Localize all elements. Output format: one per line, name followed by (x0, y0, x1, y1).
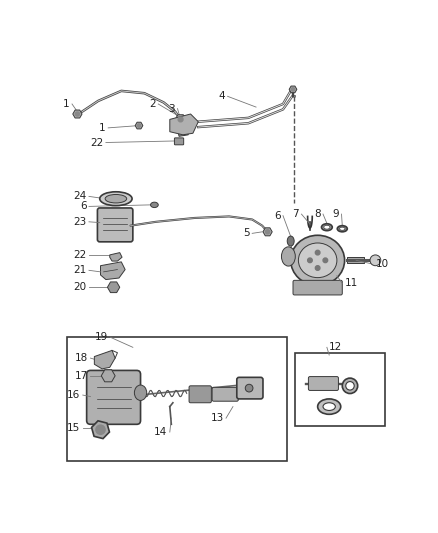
Circle shape (307, 258, 312, 263)
Text: 16: 16 (67, 390, 81, 400)
Circle shape (315, 265, 320, 270)
Text: 18: 18 (75, 353, 88, 363)
Ellipse shape (282, 247, 295, 266)
Text: 1: 1 (63, 99, 70, 109)
FancyBboxPatch shape (174, 138, 184, 145)
Ellipse shape (298, 243, 337, 278)
Ellipse shape (323, 403, 336, 410)
Text: 10: 10 (375, 259, 389, 269)
Ellipse shape (342, 378, 358, 393)
FancyBboxPatch shape (189, 386, 212, 403)
Bar (294, 353, 385, 426)
Text: 2: 2 (149, 99, 156, 109)
Text: 6: 6 (274, 211, 281, 221)
Polygon shape (177, 128, 188, 136)
Ellipse shape (318, 399, 341, 414)
Text: 12: 12 (329, 342, 343, 352)
Text: 21: 21 (74, 265, 87, 276)
Ellipse shape (105, 195, 127, 203)
FancyBboxPatch shape (293, 280, 342, 295)
Circle shape (291, 87, 295, 91)
Text: 14: 14 (154, 427, 167, 437)
Text: 11: 11 (345, 278, 358, 288)
Polygon shape (170, 114, 198, 135)
FancyBboxPatch shape (87, 370, 141, 424)
Ellipse shape (337, 225, 347, 232)
Text: 24: 24 (74, 191, 87, 201)
Text: 3: 3 (169, 103, 175, 114)
Ellipse shape (100, 192, 132, 206)
Ellipse shape (151, 202, 158, 207)
Polygon shape (107, 282, 120, 293)
Ellipse shape (324, 225, 330, 229)
Text: 22: 22 (74, 250, 87, 260)
Text: 5: 5 (243, 228, 250, 238)
Circle shape (96, 425, 105, 434)
Text: 9: 9 (332, 209, 339, 219)
Ellipse shape (339, 227, 345, 230)
Polygon shape (92, 421, 110, 439)
FancyBboxPatch shape (212, 387, 238, 401)
Polygon shape (73, 110, 82, 118)
Ellipse shape (321, 224, 332, 231)
Circle shape (75, 112, 79, 116)
Bar (67, 337, 287, 461)
Text: 20: 20 (74, 282, 87, 292)
Ellipse shape (287, 236, 294, 246)
FancyBboxPatch shape (97, 208, 133, 242)
Ellipse shape (291, 235, 345, 285)
Polygon shape (94, 350, 115, 369)
Polygon shape (263, 228, 272, 236)
Ellipse shape (134, 385, 147, 400)
FancyBboxPatch shape (237, 377, 263, 399)
Polygon shape (135, 122, 143, 129)
Polygon shape (100, 262, 125, 280)
Ellipse shape (245, 384, 253, 392)
Polygon shape (289, 86, 297, 93)
Text: 17: 17 (75, 371, 88, 381)
Polygon shape (175, 115, 186, 124)
Text: 15: 15 (67, 423, 81, 433)
FancyBboxPatch shape (308, 377, 339, 391)
Ellipse shape (370, 255, 381, 265)
Circle shape (137, 124, 141, 127)
Polygon shape (101, 370, 115, 382)
Text: 8: 8 (314, 209, 321, 219)
Text: 7: 7 (293, 209, 299, 219)
Text: 4: 4 (219, 91, 225, 101)
Polygon shape (110, 253, 122, 261)
Text: 6: 6 (80, 201, 87, 212)
Text: 23: 23 (74, 217, 87, 227)
Circle shape (315, 251, 320, 255)
Text: 13: 13 (210, 413, 224, 423)
Circle shape (265, 230, 270, 234)
Ellipse shape (346, 382, 354, 390)
Text: 22: 22 (90, 138, 103, 148)
Text: 1: 1 (99, 123, 106, 133)
Text: 19: 19 (95, 332, 108, 342)
Circle shape (178, 117, 183, 122)
Circle shape (323, 258, 328, 263)
